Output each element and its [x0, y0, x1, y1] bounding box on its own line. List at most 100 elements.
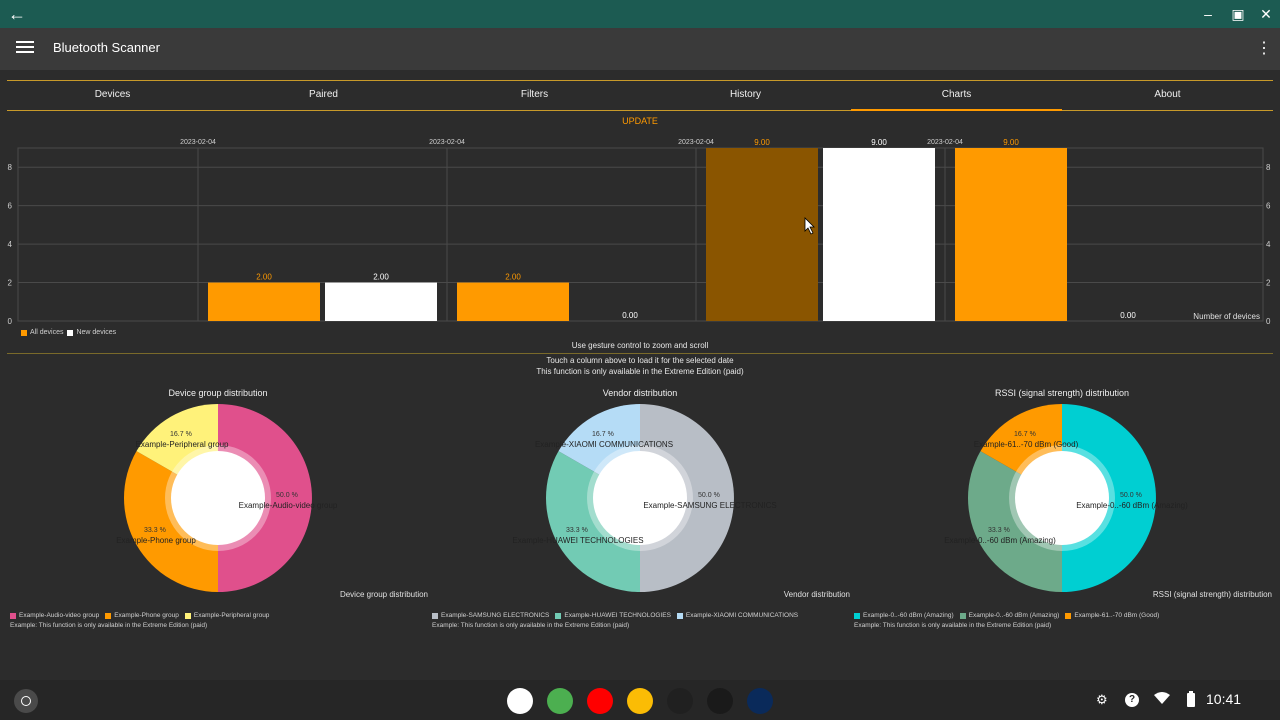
bar-new-0[interactable]	[325, 282, 437, 321]
wifi-icon[interactable]	[1153, 691, 1171, 709]
tab-devices[interactable]: Devices	[94, 89, 131, 100]
pie-legend-label: Example-HUAWEI TECHNOLOGIES	[564, 612, 671, 619]
help-icon[interactable]: ?	[1125, 693, 1139, 707]
bar-all-0[interactable]	[208, 282, 320, 321]
tab-paired[interactable]: Paired	[309, 89, 338, 100]
wifi-analyzer-app-icon[interactable]	[707, 688, 733, 714]
pie-slice-percent: 33.3 %	[144, 527, 166, 534]
gmail-icon[interactable]	[507, 688, 533, 714]
y-tick-right: 4	[1266, 240, 1271, 249]
pie-legend-swatch	[10, 612, 16, 619]
bar-all-2[interactable]	[706, 148, 818, 321]
devices-bar-chart[interactable]: 0 0 2 2 4 4 6 6 8 8 2023-02-04 2023-02-04 2023-02-04…	[0, 130, 1280, 330]
bar-value-label: 0.00	[1120, 311, 1136, 320]
touch-note: Touch a column above to load it for the …	[546, 356, 734, 365]
pie-legend-item: Example-Phone group	[105, 612, 179, 619]
legend-swatch-all	[21, 329, 27, 336]
hamburger-menu-icon[interactable]	[14, 38, 36, 60]
settings-gear-icon[interactable]: ⚙	[1096, 692, 1108, 707]
pie-legend-swatch	[854, 612, 860, 619]
pie-legend-swatch	[676, 612, 683, 619]
app-bar: Bluetooth Scanner ⋮	[0, 28, 1280, 70]
pie-legend-label: Example-61..-70 dBm (Good)	[1074, 612, 1160, 619]
pie-slice-label: Example-0..-60 dBm (Amazing)	[1076, 501, 1188, 510]
legend-label-new: New devices	[76, 329, 117, 336]
y-tick-right: 0	[1266, 317, 1271, 326]
bar-all-1[interactable]	[457, 282, 569, 321]
pie-description: Device group distribution	[339, 590, 428, 599]
pie-legend-label: Example-0..-60 dBm (Amazing)	[968, 612, 1060, 619]
legend-label-all: All devices	[30, 329, 64, 336]
tab-charts[interactable]: Charts	[851, 81, 1062, 111]
pie-legend-label: Example-Peripheral group	[193, 612, 270, 619]
network-app-icon[interactable]	[747, 688, 773, 714]
back-arrow-icon[interactable]: ←	[8, 4, 26, 24]
pie-slice-label: Example-HUAWEI TECHNOLOGIES	[512, 536, 644, 545]
maximize-icon[interactable]: ▣	[1231, 6, 1245, 22]
app-title: Bluetooth Scanner	[53, 40, 160, 55]
pie-legend-item: Example-61..-70 dBm (Good)	[1065, 612, 1159, 619]
pie-legend-label: Example-XIAOMI COMMUNICATIONS	[685, 612, 799, 619]
pie-slice-percent: 16.7 %	[170, 431, 192, 438]
pie-hole	[1015, 451, 1109, 545]
tab-filters[interactable]: Filters	[520, 89, 549, 100]
pie-slice-label: Example-0..-60 dBm (Amazing)	[944, 536, 1056, 545]
pie-slice-percent: 50.0 %	[698, 492, 720, 499]
tab-history[interactable]: History	[729, 89, 762, 100]
pie-legend-swatch	[184, 612, 191, 619]
divider	[7, 353, 1273, 354]
pie-chart-2[interactable]	[967, 403, 1157, 593]
youtube-icon[interactable]	[587, 688, 613, 714]
clock[interactable]: 10:41	[1206, 691, 1242, 707]
pie-slice-label: Example-XIAOMI COMMUNICATIONS	[534, 440, 674, 449]
close-icon[interactable]: ✕	[1260, 6, 1272, 22]
bar-new-2[interactable]	[823, 148, 935, 321]
pie-legend: Example-SAMSUNG ELECTRONICS Example-HUAWE…	[432, 612, 804, 619]
pie-title: Vendor distribution	[602, 388, 678, 398]
pie-legend-swatch	[432, 612, 438, 619]
pie-legend: Example-0..-60 dBm (Amazing) Example-0..-…	[854, 612, 1165, 619]
wifi-glyph-icon	[1154, 692, 1170, 704]
x-category-label: 2023-02-04	[678, 139, 714, 146]
battery-icon[interactable]	[1187, 691, 1195, 709]
overflow-menu-icon[interactable]: ⋮	[1256, 40, 1272, 57]
pie-legend-item: Example-HUAWEI TECHNOLOGIES	[555, 612, 671, 619]
pie-chart-1[interactable]	[545, 403, 735, 593]
pie-legend-label: Example-SAMSUNG ELECTRONICS	[441, 612, 550, 619]
minimize-icon[interactable]: –	[1204, 6, 1212, 22]
pie-chart-0[interactable]	[123, 403, 313, 593]
pie-hole	[171, 451, 265, 545]
pie-legend-item: Example-Peripheral group	[184, 612, 270, 619]
launcher-icon[interactable]	[14, 689, 38, 713]
bar-all-3[interactable]	[955, 148, 1067, 321]
pie-title: Device group distribution	[168, 388, 268, 398]
pie-legend-label: Example-Audio-video group	[19, 612, 100, 619]
pie-legend-item: Example-SAMSUNG ELECTRONICS	[432, 612, 549, 619]
pie-slice-percent: 33.3 %	[988, 527, 1010, 534]
bar-value-label: 9.00	[871, 138, 887, 147]
pie-legend: Example-Audio-video group Example-Phone g…	[10, 612, 275, 619]
pie-legend-swatch	[959, 612, 966, 619]
pie-extreme-note: Example: This function is only available…	[854, 622, 1052, 629]
pie-legend-label: Example-0..-60 dBm (Amazing)	[863, 612, 954, 619]
legend-swatch-new	[67, 329, 74, 336]
bar-value-label: 2.00	[373, 273, 389, 282]
pie-legend-item: Example-0..-60 dBm (Amazing)	[959, 612, 1060, 619]
y-tick-left: 6	[8, 202, 13, 211]
window-title-bar: ← – ▣ ✕	[0, 0, 1280, 28]
chrome-icon[interactable]	[547, 688, 573, 714]
photos-icon[interactable]	[627, 688, 653, 714]
tab-about[interactable]: About	[1154, 89, 1181, 100]
pie-slice-percent: 16.7 %	[592, 431, 614, 438]
pie-slice-label: Example-Audio-video group	[238, 501, 338, 510]
pie-slice-percent: 16.7 %	[1014, 431, 1036, 438]
pie-slice-percent: 50.0 %	[1120, 492, 1142, 499]
pie-extreme-note: Example: This function is only available…	[432, 622, 630, 629]
tab-bar: Devices Paired Filters History Charts Ab…	[7, 80, 1273, 111]
bluetooth-scanner-app-icon[interactable]	[667, 688, 693, 714]
mouse-cursor-icon	[804, 217, 815, 235]
y-tick-right: 8	[1266, 163, 1271, 172]
bar-value-label: 0.00	[622, 311, 638, 320]
update-button[interactable]: UPDATE	[622, 116, 658, 126]
x-category-label: 2023-02-04	[429, 139, 465, 146]
